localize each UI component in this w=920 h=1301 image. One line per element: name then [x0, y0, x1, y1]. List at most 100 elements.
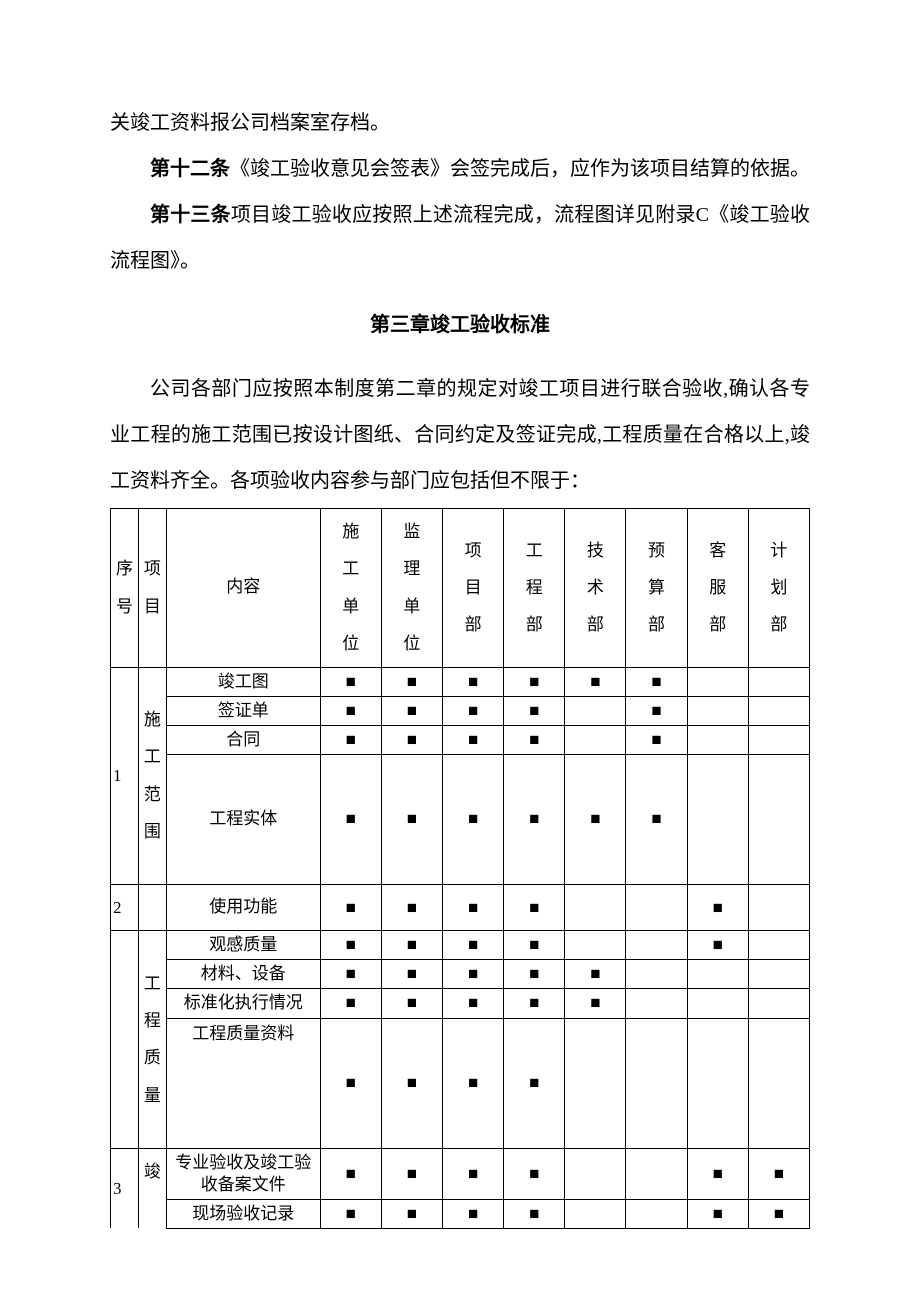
mark-cell: ■: [443, 1018, 504, 1148]
mark-cell: ■: [565, 754, 626, 884]
content-cell: 专业验收及竣工验收备案文件: [166, 1148, 320, 1199]
mark-cell: ■: [687, 1148, 748, 1199]
chapter-3-title: 第三章竣工验收标准: [110, 302, 810, 348]
mark-cell: ■: [443, 989, 504, 1018]
header-seq-text: 序号: [111, 550, 138, 625]
mark-cell: ■: [443, 960, 504, 989]
mark-cell: ■: [687, 884, 748, 930]
mark-cell: [565, 1148, 626, 1199]
mark-cell: [748, 1018, 809, 1148]
content-cell: 标准化执行情况: [166, 989, 320, 1018]
header-content: 内容: [166, 509, 320, 668]
header-project: 项目: [138, 509, 166, 668]
mark-cell: ■: [320, 667, 381, 696]
content-cell: 合同: [166, 725, 320, 754]
mark-cell: [748, 989, 809, 1018]
mark-cell: [687, 667, 748, 696]
mark-cell: [748, 725, 809, 754]
seq-cell: 1: [111, 667, 139, 884]
header-dept-6: 预算部: [626, 509, 687, 668]
mark-cell: ■: [626, 725, 687, 754]
mark-cell: ■: [320, 754, 381, 884]
mark-cell: [565, 931, 626, 960]
mark-cell: ■: [565, 667, 626, 696]
table-row: 合同■■■■■: [111, 725, 810, 754]
table-row: 标准化执行情况■■■■■: [111, 989, 810, 1018]
mark-cell: [687, 754, 748, 884]
header-dept-5: 技术部: [565, 509, 626, 668]
project-cell: 竣: [138, 1148, 166, 1228]
mark-cell: ■: [626, 667, 687, 696]
mark-cell: ■: [443, 754, 504, 884]
mark-cell: ■: [443, 667, 504, 696]
header-dept-5-text: 技术部: [565, 532, 625, 644]
mark-cell: ■: [381, 1018, 442, 1148]
mark-cell: ■: [504, 884, 565, 930]
mark-cell: ■: [381, 884, 442, 930]
mark-cell: ■: [381, 989, 442, 1018]
content-cell: 工程质量资料: [166, 1018, 320, 1148]
mark-cell: ■: [381, 960, 442, 989]
mark-cell: ■: [443, 1199, 504, 1228]
paragraph-archive: 关竣工资料报公司档案室存档。: [110, 100, 810, 146]
header-dept-3-text: 项目部: [443, 532, 503, 644]
mark-cell: [748, 667, 809, 696]
mark-cell: ■: [381, 754, 442, 884]
mark-cell: [565, 884, 626, 930]
mark-cell: [687, 696, 748, 725]
mark-cell: ■: [504, 725, 565, 754]
header-dept-3: 项目部: [443, 509, 504, 668]
mark-cell: [748, 931, 809, 960]
project-cell: [138, 884, 166, 930]
table-row: 工程质量观感质量■■■■■: [111, 931, 810, 960]
paragraph-article-12: 第十二条《竣工验收意见会签表》会签完成后，应作为该项目结算的依据。: [110, 146, 810, 192]
mark-cell: ■: [381, 725, 442, 754]
mark-cell: ■: [504, 960, 565, 989]
mark-cell: [748, 754, 809, 884]
table-row: 签证单■■■■■: [111, 696, 810, 725]
mark-cell: [565, 696, 626, 725]
seq-cell: 2: [111, 884, 139, 930]
header-seq: 序号: [111, 509, 139, 668]
mark-cell: ■: [443, 696, 504, 725]
mark-cell: ■: [320, 725, 381, 754]
mark-cell: [748, 696, 809, 725]
mark-cell: ■: [687, 931, 748, 960]
header-dept-7-text: 客服部: [688, 532, 748, 644]
article-13-label: 第十三条: [150, 204, 231, 226]
mark-cell: ■: [381, 1148, 442, 1199]
mark-cell: ■: [320, 931, 381, 960]
mark-cell: ■: [443, 884, 504, 930]
mark-cell: [626, 1199, 687, 1228]
mark-cell: ■: [626, 696, 687, 725]
mark-cell: ■: [381, 931, 442, 960]
header-project-text: 项目: [139, 550, 166, 625]
mark-cell: ■: [504, 754, 565, 884]
header-dept-4-text: 工程部: [504, 532, 564, 644]
paragraph-article-13: 第十三条项目竣工验收应按照上述流程完成，流程图详见附录C《竣工验收流程图》。: [110, 192, 810, 284]
header-dept-6-text: 预算部: [626, 532, 686, 644]
mark-cell: [626, 1148, 687, 1199]
mark-cell: ■: [504, 1199, 565, 1228]
seq-cell: 3: [111, 1148, 139, 1228]
mark-cell: [748, 960, 809, 989]
table-row: 工程质量资料■■■■: [111, 1018, 810, 1148]
mark-cell: ■: [504, 989, 565, 1018]
mark-cell: ■: [381, 696, 442, 725]
content-cell: 工程实体: [166, 754, 320, 884]
header-dept-2: 监理单位: [381, 509, 442, 668]
header-dept-1: 施工单位: [320, 509, 381, 668]
header-dept-4: 工程部: [504, 509, 565, 668]
article-12-text: 《竣工验收意见会签表》会签完成后，应作为该项目结算的依据。: [230, 158, 810, 180]
table-header-row: 序号 项目 内容 施工单位 监理单位 项目部 工程部 技术部 预算部 客服部 计…: [111, 509, 810, 668]
project-cell: 施工范围: [138, 667, 166, 884]
table-row: 3竣专业验收及竣工验收备案文件■■■■■■: [111, 1148, 810, 1199]
mark-cell: ■: [381, 667, 442, 696]
mark-cell: [626, 931, 687, 960]
table-row: 2使用功能■■■■■: [111, 884, 810, 930]
header-dept-8: 计划部: [748, 509, 809, 668]
table-row: 材料、设备■■■■■: [111, 960, 810, 989]
content-cell: 观感质量: [166, 931, 320, 960]
content-cell: 签证单: [166, 696, 320, 725]
mark-cell: ■: [320, 1199, 381, 1228]
